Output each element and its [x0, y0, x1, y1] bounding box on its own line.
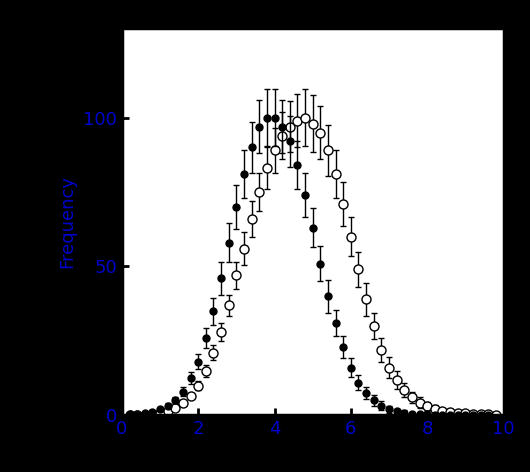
Y-axis label: Frequency: Frequency: [58, 175, 76, 269]
